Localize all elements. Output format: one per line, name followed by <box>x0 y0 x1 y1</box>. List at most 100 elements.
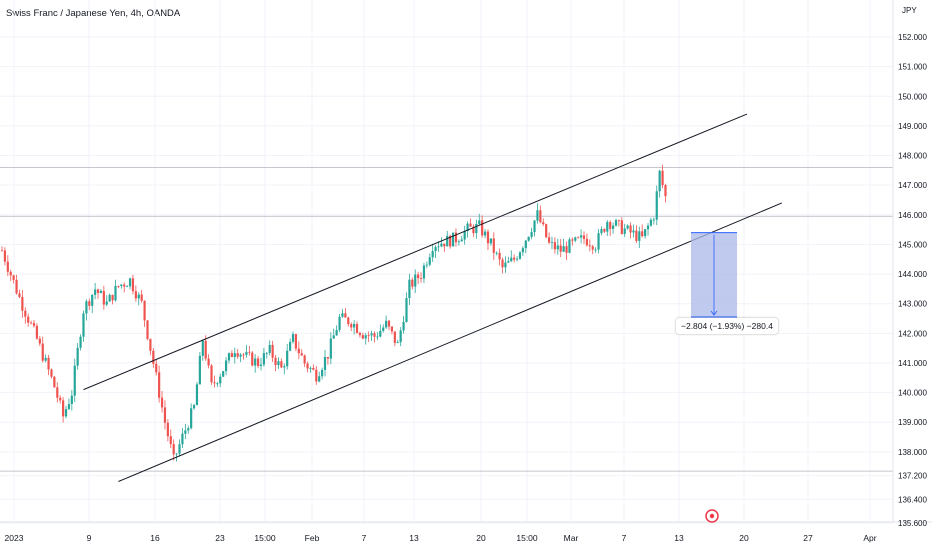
candle-body <box>224 360 228 372</box>
candle-body <box>41 343 44 361</box>
candle-body <box>515 258 519 260</box>
measure-tool <box>691 232 737 318</box>
candle-body <box>379 330 382 337</box>
candle-body <box>414 274 417 287</box>
x-tick-label: 13 <box>674 533 684 543</box>
candle-body <box>152 350 155 364</box>
y-tick-label: 140.000 <box>898 389 927 398</box>
y-tick-label: 142.000 <box>898 329 927 338</box>
candle-body <box>3 250 7 262</box>
candle-body <box>99 291 103 294</box>
candle-body <box>137 294 140 299</box>
candle-body <box>248 351 251 353</box>
candle-body <box>30 322 33 324</box>
candle-body <box>169 436 172 445</box>
y-tick-label: 138.000 <box>898 448 927 457</box>
candle-body <box>539 210 542 223</box>
candle-body <box>495 252 498 254</box>
candle-body <box>21 296 24 311</box>
candle-body <box>355 324 359 333</box>
candle-body <box>79 336 82 348</box>
candle-body <box>239 354 242 357</box>
candle-body <box>262 353 265 365</box>
candle-body <box>172 444 175 455</box>
candle-body <box>483 231 487 236</box>
candle-body <box>658 170 661 192</box>
candle-body <box>623 228 626 234</box>
candle-body <box>303 355 306 364</box>
candle-body <box>76 347 79 366</box>
candle-body <box>321 369 324 377</box>
candle-body <box>449 235 452 247</box>
candle-body <box>501 259 504 268</box>
candle-body <box>149 338 152 351</box>
candle-body <box>158 372 161 398</box>
candle-body <box>597 233 600 250</box>
candle-body <box>446 235 449 247</box>
candle-body <box>18 293 21 297</box>
candle-body <box>187 428 190 431</box>
x-tick-label: 20 <box>476 533 486 543</box>
candle-body <box>73 365 76 396</box>
candle-body <box>291 334 295 342</box>
candle-body <box>268 344 271 353</box>
measure-arrow-head <box>710 310 718 316</box>
candle-body <box>609 222 612 229</box>
candle-body <box>114 285 117 301</box>
candle-body <box>425 264 428 266</box>
candle-body <box>227 353 231 361</box>
candle-body <box>280 361 283 368</box>
candle-body <box>475 223 478 234</box>
candle-body <box>323 356 327 370</box>
candle-body <box>387 320 391 327</box>
candle-body <box>649 219 653 226</box>
candle-body <box>524 240 527 249</box>
y-tick-label: 151.000 <box>898 63 927 72</box>
candle-body <box>344 313 347 318</box>
candle-body <box>632 230 635 233</box>
candle-body <box>230 353 233 358</box>
candles <box>0 164 667 462</box>
candle-body <box>9 271 12 276</box>
candle-body <box>571 239 574 241</box>
candle-body <box>521 248 524 253</box>
candle-body <box>335 329 338 336</box>
candle-body <box>364 335 367 339</box>
candle-body <box>419 278 423 279</box>
candle-body <box>350 324 353 328</box>
trendlines <box>83 113 783 482</box>
candle-body <box>434 247 437 252</box>
y-tick-label: 147.000 <box>898 181 927 190</box>
candle-body <box>376 336 379 338</box>
candle-body <box>265 352 268 354</box>
candle-body <box>510 257 513 262</box>
candle-body <box>82 313 85 337</box>
candle-body <box>437 246 440 248</box>
candle-body <box>102 291 105 305</box>
currency-label: JPY <box>902 6 917 15</box>
candle-body <box>469 223 472 227</box>
candle-body <box>32 323 36 326</box>
candle-body <box>131 278 135 292</box>
candle-body <box>664 185 667 197</box>
candle-body <box>85 301 88 314</box>
candle-body <box>530 232 533 237</box>
candle-body <box>373 333 376 337</box>
x-tick-label: 16 <box>150 533 160 543</box>
candle-body <box>367 335 370 337</box>
candle-body <box>440 243 443 247</box>
x-tick-label: 9 <box>87 533 92 543</box>
candle-body <box>451 232 455 247</box>
candle-body <box>641 231 644 237</box>
candle-body <box>91 294 94 306</box>
horizontal-lines <box>0 166 893 472</box>
candle-body <box>155 363 158 373</box>
candle-body <box>635 230 638 241</box>
candle-body <box>332 335 335 339</box>
candle-body <box>236 353 239 357</box>
candle-body <box>513 257 516 260</box>
candle-body <box>59 397 62 401</box>
candle-body <box>242 354 245 356</box>
